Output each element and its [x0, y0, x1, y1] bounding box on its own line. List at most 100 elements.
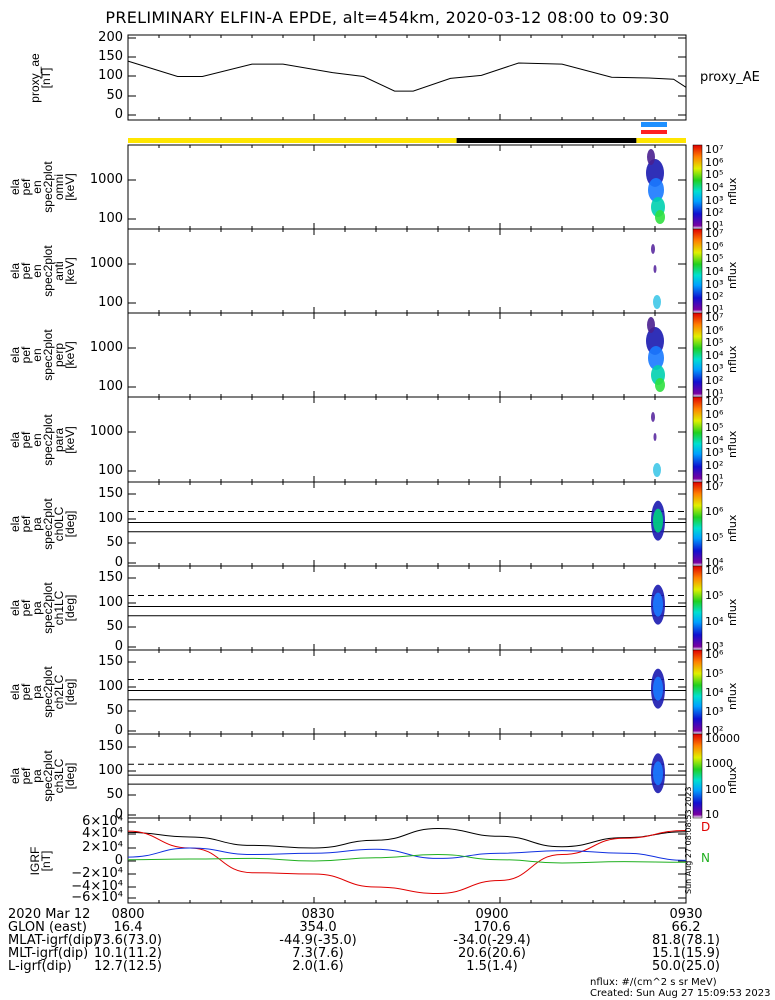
colorbar: [692, 396, 703, 483]
colorbar-tick-label: 10000: [705, 732, 740, 745]
y-tick-label: 4×10⁴: [82, 826, 123, 841]
footer-row-label: MLT-igrf(dip): [8, 946, 89, 961]
panel-frame: [127, 228, 687, 314]
y-tick-label: −2×10⁴: [71, 866, 123, 881]
y-tick-label: 100: [98, 763, 123, 778]
y-tick-label: 1000: [89, 172, 123, 187]
status-segment: [128, 138, 457, 143]
colorbar-tick-label: 10⁶: [705, 323, 724, 337]
colorbar: [692, 649, 703, 735]
colorbar-label: nflux: [726, 261, 739, 289]
colorbar-tick-label: 10⁴: [705, 349, 724, 362]
footer-value: 10.1(11.2): [93, 946, 163, 961]
footer-row-label: L-igrf(dip): [8, 959, 72, 974]
colorbar-tick-label: 10¹: [705, 219, 724, 232]
spectrogram-pixel: [647, 317, 655, 333]
pitch-angle-blob: [653, 676, 663, 701]
colorbar-tick-label: 10³: [705, 361, 724, 375]
region-marker-blue: [641, 122, 667, 127]
colorbar-tick-label: 10⁵: [705, 420, 724, 434]
colorbar-tick-label: 10⁶: [705, 407, 724, 421]
colorbar: [692, 481, 703, 567]
y-tick-label: 150: [98, 49, 123, 64]
y-tick-label: 100: [98, 295, 123, 310]
y-tick-label: 50: [106, 535, 123, 550]
spectrogram-pixel: [653, 265, 657, 273]
colorbar-tick-label: 10⁵: [705, 252, 724, 266]
y-tick-label: 100: [98, 211, 123, 226]
colorbar-tick-label: 100: [705, 782, 726, 796]
spectrogram-pixel: [655, 210, 665, 224]
y-tick-label: 100: [98, 68, 123, 83]
y-tick-label: −6×10⁴: [71, 890, 123, 905]
colorbar-tick-label: 10⁴: [705, 181, 724, 194]
igrf-line: [127, 847, 687, 861]
y-tick-label: 0: [114, 853, 123, 868]
created-stamp: Created: Sun Aug 27 15:09:53 2023: [590, 988, 771, 999]
panel-frame: [127, 481, 687, 567]
colorbar-tick-label: 10²: [705, 374, 724, 388]
colorbar-tick-label: 10⁵: [705, 168, 724, 182]
y-tick-label: 0: [114, 107, 123, 122]
y-tick-label: 150: [98, 570, 123, 585]
colorbar-tick-label: 10⁴: [705, 686, 724, 699]
footer-row-label: MLAT-igrf(dip): [8, 933, 99, 948]
colorbar-label: nflux: [726, 345, 739, 373]
right-label: proxy_AE: [700, 69, 760, 85]
colorbar-label: nflux: [726, 514, 739, 542]
pitch-angle-blob: [653, 592, 663, 617]
chart-title: PRELIMINARY ELFIN-A EPDE, alt=454km, 202…: [105, 8, 670, 27]
footer-value: -34.0(-29.4): [453, 933, 531, 948]
proxy-ae-line: [127, 60, 687, 92]
panel-frame: [127, 144, 687, 230]
colorbar-label: nflux: [726, 766, 739, 794]
y-tick-label: 200: [98, 30, 123, 45]
footer-value: 66.2: [671, 920, 701, 935]
colorbar-tick-label: 10³: [705, 277, 724, 291]
panel-frame: [127, 649, 687, 735]
footer-value: 20.6(20.6): [457, 946, 527, 961]
colorbar-tick-label: 10³: [705, 446, 724, 460]
colorbar-tick-label: 10⁴: [705, 265, 724, 278]
units-note: nflux: #/(cm^2 s sr MeV): [590, 977, 717, 988]
colorbar: [692, 144, 703, 230]
y-tick-label: 50: [106, 703, 123, 718]
pitch-angle-blob: [653, 761, 663, 786]
colorbar-tick-label: 10¹: [705, 387, 724, 400]
y-tick-label: 1000: [89, 256, 123, 271]
colorbar-tick-label: 10⁶: [705, 239, 724, 253]
y-tick-label: 100: [98, 511, 123, 526]
y-tick-label: 2×10⁴: [82, 840, 123, 855]
panel-frame: [127, 565, 687, 651]
colorbar: [692, 565, 703, 651]
status-segment: [456, 138, 637, 143]
spectrogram-pixel: [653, 433, 657, 441]
colorbar-tick-label: 10⁴: [705, 556, 724, 569]
y-tick-label: 0: [114, 807, 123, 822]
footer-value: 81.8(78.1): [651, 933, 721, 948]
igrf-line: [127, 853, 687, 864]
y-tick-label: 50: [106, 619, 123, 634]
y-tick-label: 100: [98, 595, 123, 610]
y-tick-label: 150: [98, 654, 123, 669]
y-tick-label: 0: [114, 639, 123, 654]
footer-value: 2.0(1.6): [292, 959, 344, 974]
colorbar-tick-label: 10³: [705, 640, 724, 653]
colorbar-label: nflux: [726, 177, 739, 205]
colorbar-tick-label: 10⁴: [705, 614, 724, 628]
colorbar-tick-label: 10⁵: [705, 530, 724, 544]
panel-frame: [127, 396, 687, 483]
colorbar-tick-label: 10⁶: [705, 155, 724, 169]
colorbar-tick-label: 10: [705, 808, 719, 821]
colorbar: [692, 228, 703, 314]
colorbar-tick-label: 10³: [705, 193, 724, 207]
colorbar-label: nflux: [726, 682, 739, 710]
footer-value: 15.1(15.9): [651, 946, 721, 961]
footer-value: 0830: [301, 907, 335, 922]
footer-value: 50.0(25.0): [651, 959, 721, 974]
y-tick-label: 1000: [89, 340, 123, 355]
colorbar-tick-label: 10⁴: [705, 433, 724, 447]
colorbar-tick-label: 10⁶: [705, 564, 724, 577]
region-marker-red: [641, 130, 667, 134]
